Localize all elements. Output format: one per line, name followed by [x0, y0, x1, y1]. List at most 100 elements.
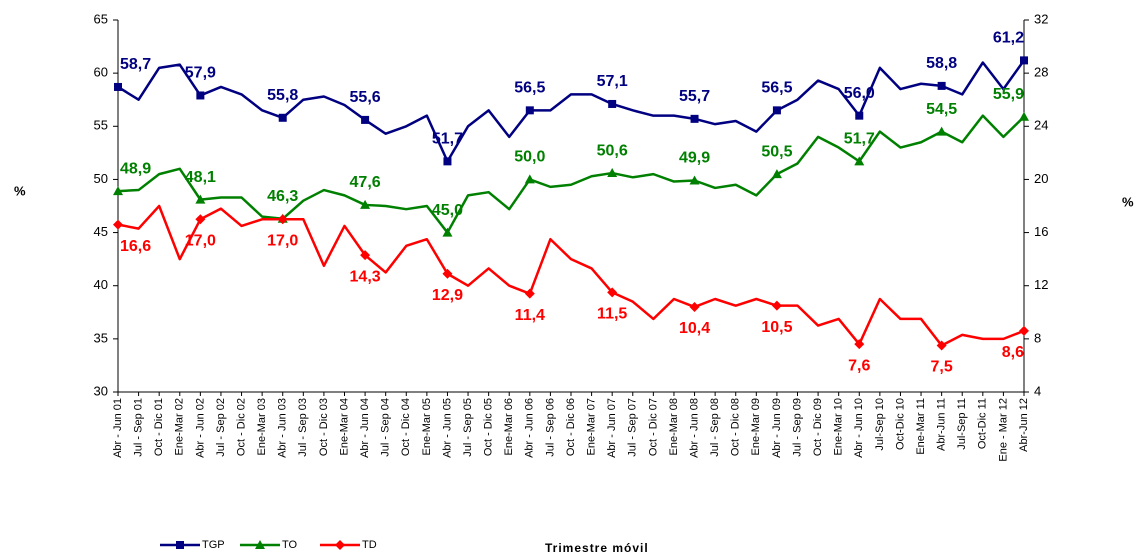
marker	[1020, 56, 1028, 65]
x-tick-label: Oct - Dic 08	[730, 398, 742, 456]
marker	[854, 339, 865, 350]
marker	[1019, 325, 1029, 336]
marker	[690, 114, 699, 123]
value-label: 55,6	[350, 89, 381, 106]
x-tick-label: Oct - Dic 02	[235, 398, 247, 456]
value-label: 58,8	[926, 55, 957, 72]
y2-axis-label: %	[1122, 194, 1134, 209]
marker	[361, 115, 370, 124]
marker	[771, 300, 782, 311]
marker	[442, 227, 453, 237]
value-label: 11,5	[597, 306, 627, 323]
y-tick-label: 30	[94, 383, 108, 398]
x-tick-label: Ene-Mar 04	[338, 398, 350, 455]
x-tick-label: Ene-Mar 05	[421, 398, 433, 455]
value-label: 56,0	[844, 85, 875, 102]
x-tick-label: Oct - Dic 01	[153, 398, 165, 456]
x-tick-label: Jul-Sep 10	[874, 398, 886, 451]
series-line	[117, 114, 1025, 234]
value-label: 10,5	[761, 319, 792, 336]
x-tick-label: Ene-Mar 07	[585, 398, 597, 455]
value-label: 48,9	[120, 160, 151, 177]
series-line	[117, 59, 1026, 163]
value-label: 54,5	[926, 101, 957, 118]
x-tick-label: Oct - Dic 03	[318, 398, 330, 456]
marker	[1019, 111, 1029, 121]
value-label: 12,9	[432, 287, 463, 304]
x-tick-label: Jul-Sep 11	[956, 398, 968, 450]
y-tick-label: 35	[94, 330, 108, 345]
x-tick-label: Oct - Dic 05	[483, 398, 495, 456]
value-label: 55,9	[993, 86, 1024, 103]
x-tick-label: Oct-Dic 11	[977, 398, 989, 449]
y-tick-label: 50	[94, 171, 108, 186]
x-tick-label: Jul - Sep 09	[791, 398, 803, 457]
marker	[937, 81, 946, 90]
marker	[855, 111, 864, 120]
value-label: 56,5	[761, 80, 792, 97]
legend-marker	[335, 540, 345, 550]
x-tick-label: Ene-Mar 08	[668, 398, 680, 455]
marker	[772, 106, 781, 115]
marker	[196, 91, 205, 100]
marker	[689, 301, 700, 312]
x-tick-label: Ene-Mar 11	[915, 398, 927, 455]
x-tick-label: Ene-Mar 02	[174, 398, 186, 455]
value-label: 47,6	[350, 174, 381, 191]
value-label: 57,1	[597, 73, 628, 90]
marker	[443, 157, 452, 166]
marker	[936, 126, 947, 136]
x-tick-label: Abr - Jun 09	[771, 398, 783, 458]
value-label: 50,5	[761, 143, 792, 160]
legend-marker	[176, 541, 184, 549]
y2-tick-label: 28	[1034, 65, 1048, 80]
y2-tick-label: 24	[1034, 118, 1048, 133]
x-tick-label: Jul - Sep 08	[709, 398, 721, 457]
x-tick-label: Abr - Jun 02	[194, 398, 206, 458]
value-label: 49,9	[679, 150, 710, 167]
value-label: 16,6	[120, 238, 151, 255]
legend-label: TD	[362, 539, 377, 551]
x-axis-label: Trimestre móvil	[545, 541, 649, 555]
x-tick-label: Jul - Sep 04	[380, 398, 392, 457]
x-tick-label: Oct - Dic 09	[812, 398, 824, 456]
value-label: 8,6	[1002, 344, 1024, 361]
value-label: 58,7	[120, 56, 151, 73]
value-label: 14,3	[350, 268, 381, 285]
value-label: 10,4	[679, 320, 710, 337]
marker	[195, 214, 206, 225]
value-label: 11,4	[515, 307, 545, 324]
y2-tick-label: 8	[1034, 330, 1041, 345]
y2-tick-label: 12	[1034, 277, 1048, 292]
x-tick-label: Ene-Mar 10	[833, 398, 845, 455]
x-tick-label: Jul - Sep 07	[627, 398, 639, 457]
marker	[277, 214, 288, 225]
series-line	[117, 204, 1025, 347]
value-label: 57,9	[185, 65, 216, 82]
marker	[689, 175, 700, 185]
y2-tick-label: 16	[1034, 224, 1048, 239]
x-tick-label: Abr-Jun 12	[1018, 398, 1030, 452]
value-label: 51,7	[432, 131, 463, 148]
x-tick-label: Jul - Sep 02	[215, 398, 227, 457]
x-tick-label: Jul - Sep 01	[132, 398, 144, 457]
value-label: 45,0	[432, 202, 463, 219]
value-label: 7,6	[848, 357, 870, 374]
legend-marker	[255, 540, 265, 549]
y-tick-label: 55	[94, 118, 108, 133]
x-tick-label: Abr - Jun 05	[441, 398, 453, 458]
marker	[360, 199, 371, 209]
x-tick-label: Ene - Mar 12	[997, 398, 1009, 462]
value-label: 51,7	[844, 131, 875, 148]
value-label: 61,2	[993, 30, 1024, 47]
marker	[195, 194, 206, 204]
x-tick-label: Ene-Mar 03	[256, 398, 268, 455]
marker	[608, 99, 617, 108]
x-tick-label: Oct - Dic 07	[647, 398, 659, 456]
x-tick-label: Ene-Mar 09	[750, 398, 762, 455]
marker	[524, 174, 535, 184]
value-label: 50,6	[597, 142, 628, 159]
y-axis-label: %	[14, 183, 26, 198]
